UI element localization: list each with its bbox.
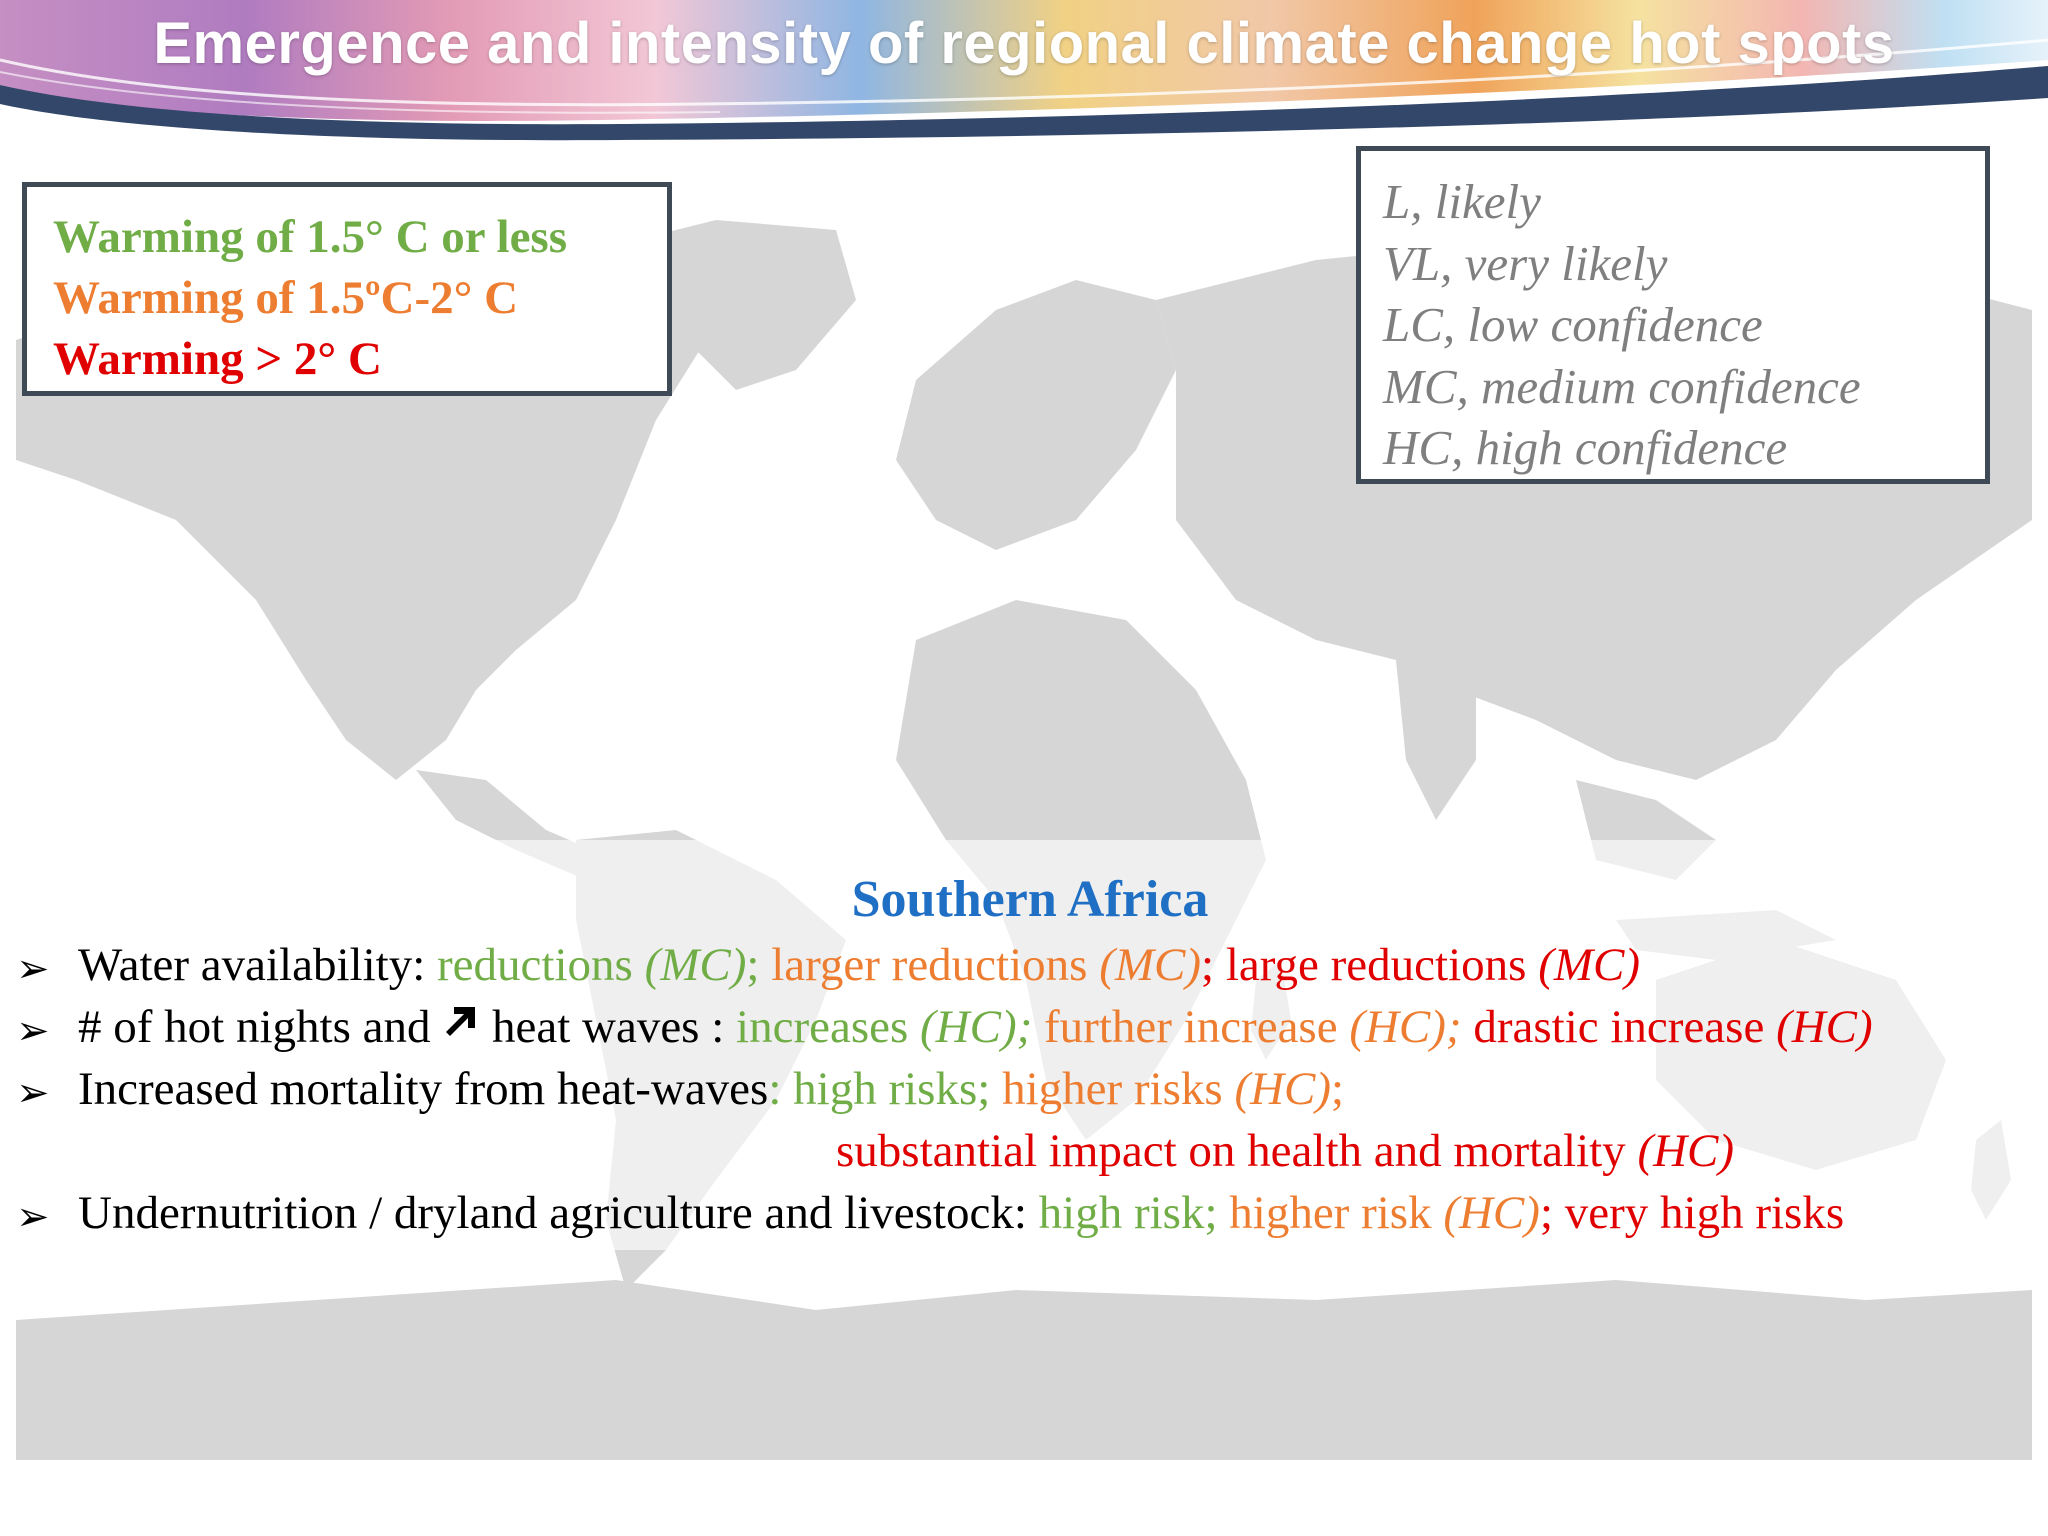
orange-separator: ;: [1201, 939, 1226, 991]
red-confidence: (HC): [1637, 1125, 1735, 1177]
red-value: large reductions: [1225, 939, 1539, 991]
bullet-label: Undernutrition / dryland agriculture and…: [78, 1187, 1027, 1239]
red-confidence: (HC): [1776, 1001, 1873, 1053]
red-value: substantial impact on health and mortali…: [836, 1125, 1638, 1177]
bullet-mortality-cont: substantial impact on health and mortali…: [836, 1124, 1734, 1178]
orange-separator: ;: [1331, 1063, 1345, 1115]
orange-confidence: (MC): [1099, 939, 1202, 991]
up-right-arrow-icon: [446, 1007, 476, 1036]
arrow-bullet-icon: ➢: [16, 1194, 50, 1240]
warming-legend-red: Warming > 2° C: [53, 333, 382, 385]
bullet-hot-nights: # of hot nights and heat waves : increas…: [78, 1000, 1873, 1054]
content-panel: [0, 840, 2048, 1250]
arrow-bullet-icon: ➢: [16, 1008, 50, 1054]
red-value: drastic increase: [1461, 1001, 1777, 1053]
confidence-legend-item: VL, very likely: [1383, 235, 1668, 291]
red-value: very high risks: [1564, 1187, 1845, 1239]
warming-legend-orange: Warming of 1.5ºC-2° C: [53, 272, 519, 324]
confidence-legend-item: L, likely: [1383, 174, 1541, 229]
bullet-label-cont: heat waves :: [480, 1001, 737, 1053]
green-separator: ;: [746, 939, 772, 991]
bullet-label: Water availability:: [78, 939, 426, 991]
confidence-legend-item: LC, low confidence: [1383, 297, 1763, 352]
confidence-legend-item: HC, high confidence: [1383, 420, 1788, 475]
region-title: Southern Africa: [851, 871, 1209, 928]
green-confidence: (HC);: [920, 1001, 1033, 1053]
orange-value: further increase: [1032, 1001, 1350, 1053]
confidence-legend-item: MC, medium confidence: [1383, 358, 1861, 414]
orange-value: higher risks: [1002, 1063, 1235, 1115]
orange-confidence: (HC): [1234, 1063, 1332, 1115]
green-value: increases: [736, 1001, 921, 1053]
bullet-label: Increased mortality from heat-waves: [78, 1063, 769, 1115]
confidence-legend-box: L, likely VL, very likely LC, low confid…: [1356, 146, 1990, 484]
bullet-mortality: Increased mortality from heat-waves: hig…: [78, 1062, 1344, 1116]
orange-value: higher risk: [1229, 1187, 1444, 1239]
green-value: : high risks;: [768, 1063, 1003, 1115]
arrow-bullet-icon: ➢: [16, 1070, 50, 1116]
bullet-water-availability: Water availability: reductions (MC); lar…: [78, 938, 1640, 992]
warming-legend-green: Warming of 1.5° C or less: [53, 211, 568, 263]
slide-title: Emergence and intensity of regional clim…: [153, 11, 1895, 76]
arrow-bullet-icon: ➢: [16, 946, 50, 992]
header-banner: [0, 0, 2048, 141]
warming-legend-box: Warming of 1.5° C or less Warming of 1.5…: [22, 182, 672, 396]
orange-confidence: (HC): [1443, 1187, 1540, 1239]
orange-confidence: (HC);: [1349, 1001, 1462, 1053]
orange-separator: ;: [1539, 1187, 1565, 1239]
green-value: high risk;: [1026, 1187, 1230, 1239]
green-value: reductions: [425, 939, 645, 991]
bullet-undernutrition: Undernutrition / dryland agriculture and…: [78, 1186, 1844, 1240]
bullet-label: # of hot nights and: [78, 1001, 443, 1053]
red-confidence: (MC): [1538, 939, 1641, 991]
orange-value: larger reductions: [771, 939, 1100, 991]
green-confidence: (MC): [644, 939, 747, 991]
